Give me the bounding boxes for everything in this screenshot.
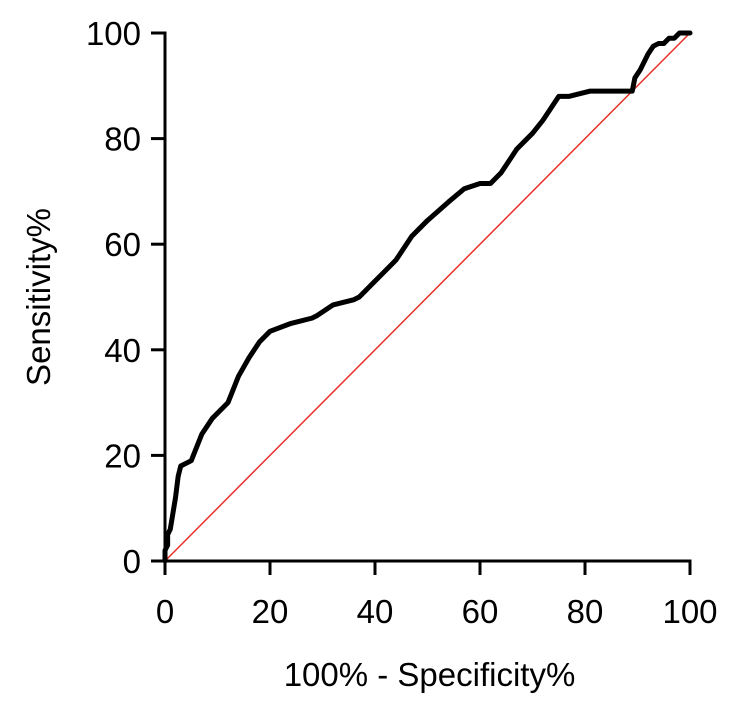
x-tick-label: 20 [252,593,289,630]
y-tick-label: 20 [104,437,141,474]
y-tick-label: 60 [104,226,141,263]
x-tick-label: 100 [662,593,717,630]
x-axis-title: 100% - Specificity% [284,656,576,693]
reference-line [164,32,691,562]
x-tick-label: 80 [567,593,604,630]
axes [163,31,692,563]
ticks: 0 20 40 60 80 100 0 20 40 60 80 100 [86,15,718,630]
x-tick-label: 60 [462,593,499,630]
y-tick-label: 80 [104,121,141,158]
roc-curve [162,30,693,564]
x-tick-label: 40 [357,593,394,630]
plot-area [162,30,693,564]
y-tick-label: 0 [123,543,141,580]
x-tick-label: 0 [156,593,174,630]
y-tick-label: 100 [86,15,141,52]
y-tick-label: 40 [104,332,141,369]
y-axis-title: Sensitivity% [20,208,57,386]
